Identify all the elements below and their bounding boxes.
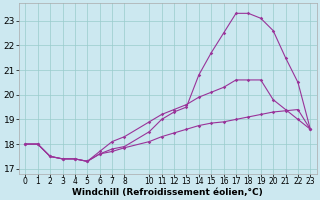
X-axis label: Windchill (Refroidissement éolien,°C): Windchill (Refroidissement éolien,°C) — [72, 188, 263, 197]
